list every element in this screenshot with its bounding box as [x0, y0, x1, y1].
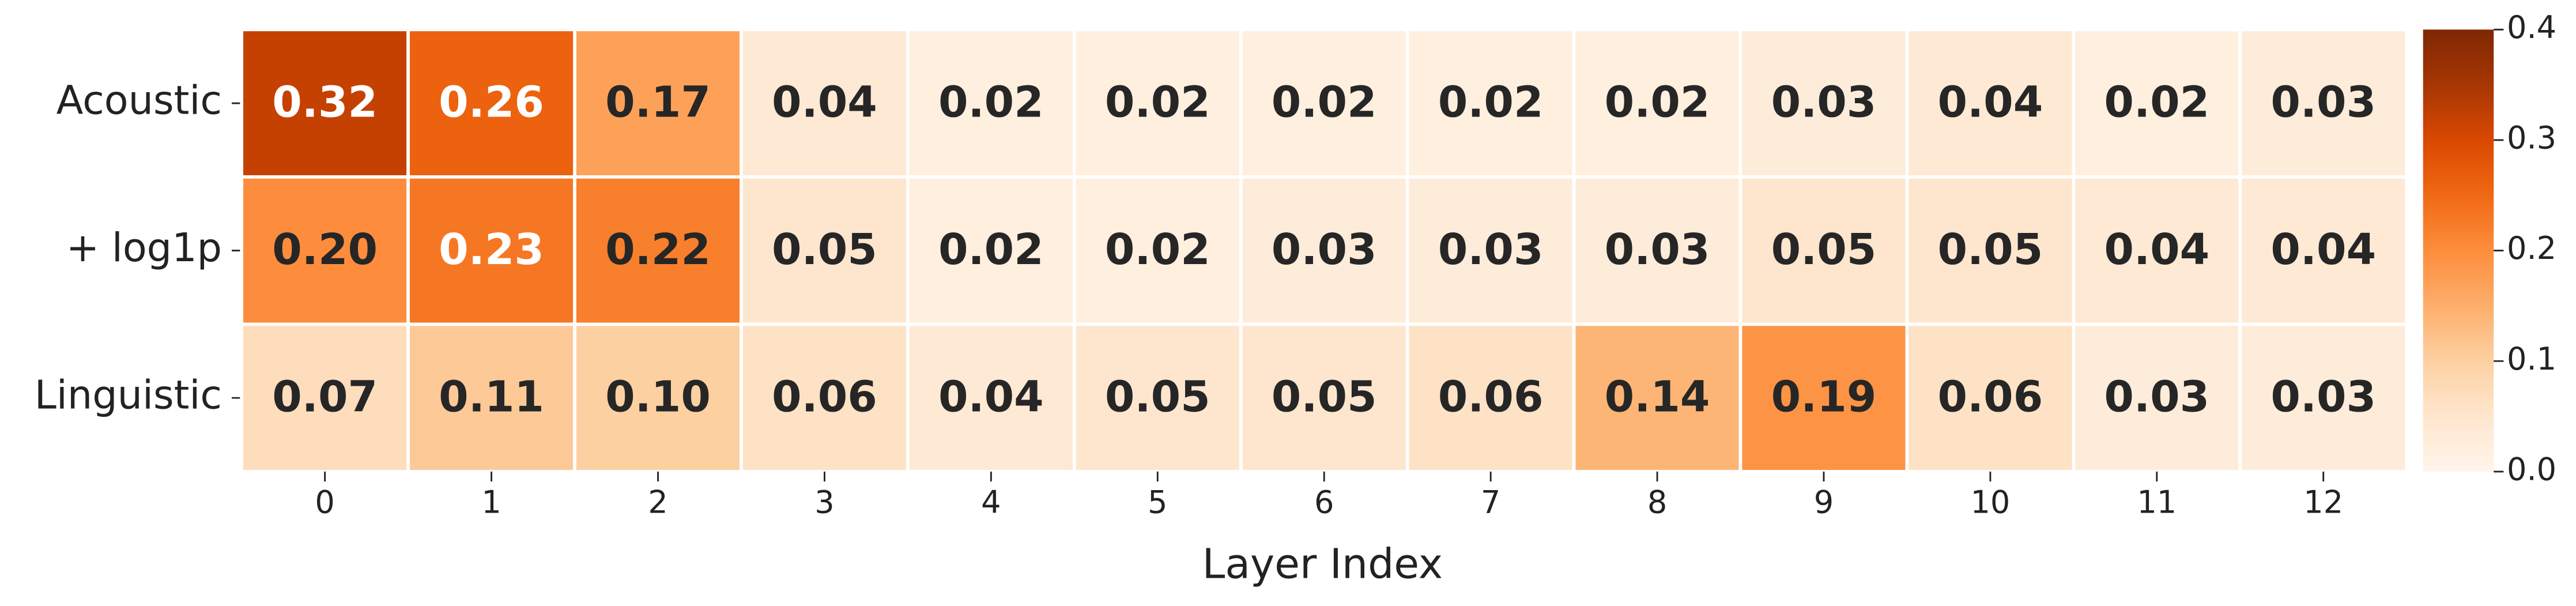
col-label: 10 — [1970, 484, 2010, 521]
heatmap-cell — [406, 28, 576, 179]
cell-value: 0.02 — [2104, 77, 2209, 127]
col-label: 0 — [315, 484, 334, 521]
heatmap-cell — [2238, 322, 2409, 473]
cell-value: 0.06 — [1438, 372, 1544, 421]
cell-value: 0.11 — [439, 372, 544, 421]
heatmap-cell — [1738, 28, 1909, 179]
colorbar-tick-label: 0.4 — [2507, 9, 2556, 46]
cell-value: 0.04 — [2270, 225, 2376, 274]
row-label: + log1p — [66, 225, 222, 271]
colorbar-tick-label: 0.0 — [2507, 451, 2556, 488]
cell-value: 0.04 — [1938, 77, 2043, 127]
heatmap-cell — [573, 322, 743, 473]
cell-value: 0.10 — [605, 372, 711, 421]
heatmap-cell — [1905, 28, 2076, 179]
heatmap-cell — [1572, 28, 1743, 179]
col-label: 2 — [648, 484, 667, 521]
col-label: 5 — [1148, 484, 1167, 521]
col-label: 8 — [1647, 484, 1667, 521]
cell-value: 0.05 — [1272, 372, 1377, 421]
cell-value: 0.03 — [1438, 225, 1544, 274]
heatmap-cell — [2238, 175, 2409, 326]
cell-value: 0.05 — [772, 225, 877, 274]
cell-value: 0.04 — [938, 372, 1044, 421]
colorbar-tick-label: 0.2 — [2507, 230, 2556, 266]
heatmap-cell — [1072, 28, 1243, 179]
cell-value: 0.23 — [439, 225, 544, 274]
cell-value: 0.05 — [1771, 225, 1877, 274]
heatmap-cell — [573, 175, 743, 326]
cell-value: 0.02 — [1105, 77, 1210, 127]
cell-value: 0.04 — [2104, 225, 2209, 274]
cell-value: 0.17 — [605, 77, 711, 127]
cell-value: 0.03 — [2270, 372, 2376, 421]
cell-value: 0.03 — [1272, 225, 1377, 274]
cell-value: 0.02 — [1438, 77, 1544, 127]
col-label: 3 — [814, 484, 834, 521]
cell-value: 0.14 — [1605, 372, 1710, 421]
col-label: 4 — [981, 484, 1001, 521]
cell-value: 0.06 — [1938, 372, 2043, 421]
cell-value: 0.22 — [605, 225, 711, 274]
cell-value: 0.03 — [2104, 372, 2209, 421]
cell-value: 0.05 — [1938, 225, 2043, 274]
cell-value: 0.20 — [272, 225, 378, 274]
col-label: 1 — [481, 484, 501, 521]
cell-value: 0.19 — [1771, 372, 1877, 421]
row-label: Acoustic — [56, 78, 222, 124]
heatmap-cell — [2238, 28, 2409, 179]
cell-value: 0.03 — [2270, 77, 2376, 127]
heatmap-cell — [1905, 175, 2076, 326]
cell-value: 0.02 — [1105, 225, 1210, 274]
cell-value: 0.26 — [439, 77, 544, 127]
heatmap-cell — [740, 322, 910, 473]
heatmap-cell — [240, 175, 410, 326]
heatmap-cell — [1572, 175, 1743, 326]
cell-value: 0.03 — [1771, 77, 1877, 127]
colorbar — [2423, 29, 2494, 472]
heatmap-cell — [1738, 175, 1909, 326]
col-label: 12 — [2303, 484, 2343, 521]
colorbar-tick-label: 0.3 — [2507, 120, 2556, 156]
col-label: 7 — [1481, 484, 1500, 521]
colorbar-tick-label: 0.1 — [2507, 341, 2556, 377]
cell-value: 0.04 — [772, 77, 877, 127]
cell-value: 0.02 — [938, 225, 1044, 274]
cell-value: 0.06 — [772, 372, 877, 421]
col-label: 6 — [1314, 484, 1334, 521]
heatmap-cell — [740, 175, 910, 326]
col-label: 11 — [2137, 484, 2177, 521]
heatmap-cell — [906, 322, 1076, 473]
cell-value: 0.02 — [1605, 77, 1710, 127]
row-label: Linguistic — [35, 373, 222, 419]
cell-value: 0.02 — [1272, 77, 1377, 127]
cell-value: 0.32 — [272, 77, 378, 127]
x-axis-title: Layer Index — [1202, 540, 1443, 588]
cell-value: 0.05 — [1105, 372, 1210, 421]
cell-value: 0.02 — [938, 77, 1044, 127]
cell-value: 0.03 — [1605, 225, 1710, 274]
cell-value: 0.07 — [272, 372, 378, 421]
heatmap-cell — [406, 175, 576, 326]
heatmap-cell — [1405, 175, 1576, 326]
heatmap-cell — [906, 175, 1076, 326]
heatmap-cell — [1239, 175, 1409, 326]
heatmap-cell — [2072, 322, 2242, 473]
col-label: 9 — [1814, 484, 1834, 521]
